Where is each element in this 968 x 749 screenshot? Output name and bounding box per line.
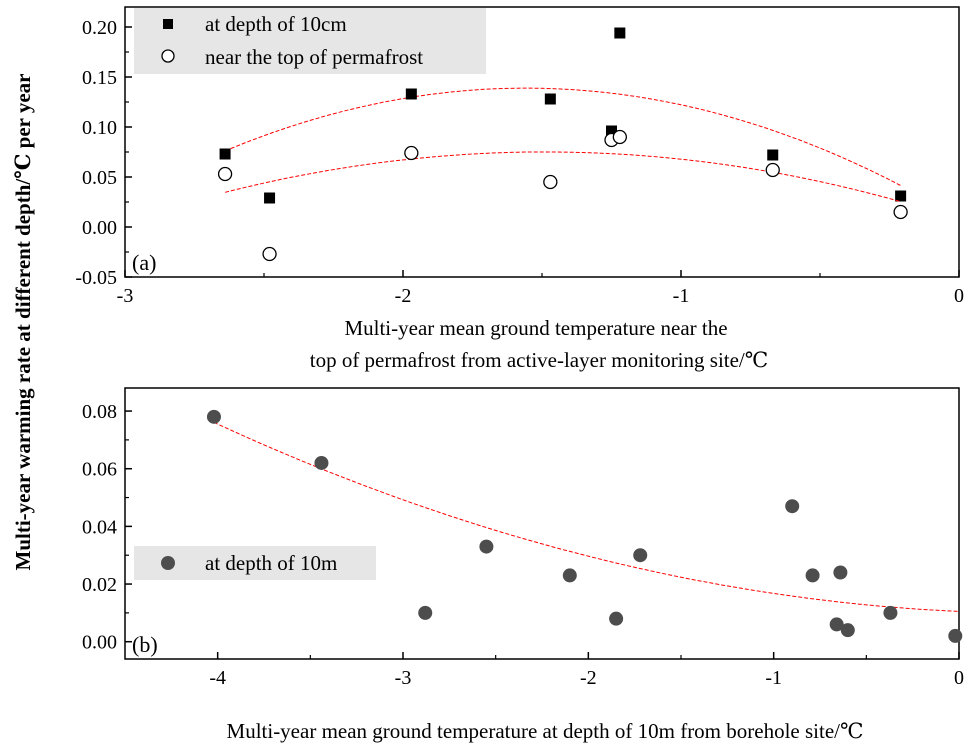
panel-a-legend-box	[134, 8, 486, 74]
panel-b-frame	[124, 387, 960, 660]
panel-a-x-tick-label: 0	[954, 285, 964, 307]
data-point-filled-circle	[206, 409, 221, 424]
data-point-open-circle	[765, 162, 780, 178]
data-point-square	[767, 149, 779, 161]
panel-a-fit-curve-2	[224, 151, 901, 203]
panel-b-legend: at depth of 10m	[134, 546, 376, 580]
panel-a-legend: at depth of 10cm near the top of permafr…	[134, 8, 486, 74]
panel-a-x-tick-label: -3	[117, 285, 134, 307]
panel-b-fit-curve-1	[213, 421, 960, 612]
panel-a-fit-curve-1	[224, 87, 901, 186]
panel-a: at depth of 10cm near the top of permafr…	[75, 6, 964, 372]
data-point-filled-circle	[562, 568, 577, 583]
panel-a-legend-label-2: near the top of permafrost	[205, 45, 423, 69]
legend-marker-open-circle	[161, 49, 175, 63]
data-point-open-circle	[217, 166, 233, 182]
panel-a-y-tick-label: 0.20	[82, 17, 117, 39]
panel-a-x-tick-label: -1	[673, 285, 690, 307]
data-point-open-circle	[612, 129, 627, 145]
panel-b-x-tick-label: -3	[395, 667, 412, 689]
panel-a-y-tick-label: 0.05	[82, 167, 117, 189]
data-point-filled-circle	[418, 605, 433, 620]
data-point-open-circle	[262, 246, 277, 262]
panel-a-x-axis-label-line2: top of permafrost from active-layer moni…	[310, 348, 769, 372]
data-point-filled-circle	[805, 568, 820, 583]
data-point-filled-circle	[883, 605, 898, 620]
y-axis-label: Multi-year warming rate at different dep…	[11, 74, 35, 571]
data-point-square	[606, 125, 617, 137]
data-point-filled-circle	[314, 455, 329, 470]
panel-a-x-tick-label: -2	[395, 285, 412, 307]
data-point-filled-circle	[479, 539, 494, 554]
data-point-square	[219, 148, 231, 160]
panel-b-x-axis-label: Multi-year mean ground temperature at de…	[227, 719, 864, 743]
panel-a-y-tick-label: 0.15	[82, 67, 117, 89]
panel-a-y-tick-label: -0.05	[75, 267, 117, 289]
data-point-filled-circle	[609, 611, 624, 626]
legend-marker-filled-circle	[161, 556, 175, 570]
data-point-square	[614, 27, 626, 39]
data-point-open-circle	[404, 145, 419, 161]
panel-b-y-tick-label: 0.04	[82, 516, 117, 538]
panel-b-label: (b)	[132, 632, 158, 657]
panel-b-legend-label-1: at depth of 10m	[205, 551, 337, 575]
data-point-filled-circle	[633, 548, 648, 563]
data-point-square	[264, 192, 276, 204]
data-point-filled-circle	[840, 623, 855, 638]
data-point-filled-circle	[833, 565, 848, 580]
panel-a-y-tick-label: 0.10	[82, 117, 117, 139]
panel-b-y-tick-label: 0.06	[82, 459, 117, 481]
data-point-square	[895, 190, 907, 202]
panel-a-label: (a)	[132, 250, 156, 275]
panel-a-legend-label-1: at depth of 10cm	[205, 12, 347, 36]
data-point-filled-circle	[948, 628, 963, 643]
panel-b-x-tick-label: -2	[580, 667, 597, 689]
panel-a-y-tick-label: 0.00	[82, 217, 117, 239]
panel-b-x-tick-label: -4	[209, 667, 226, 689]
data-point-open-circle	[893, 204, 908, 220]
panel-b-x-tick-label: -1	[765, 667, 782, 689]
data-point-filled-circle	[785, 499, 800, 514]
panel-b-y-tick-label: 0.08	[82, 401, 117, 423]
data-point-square	[544, 93, 556, 105]
panel-b-x-tick-label: 0	[954, 667, 964, 689]
panel-a-x-axis-label-line1: Multi-year mean ground temperature near …	[344, 316, 727, 340]
data-point-filled-circle	[829, 617, 844, 632]
panel-b: at depth of 10m (b) Multi-year mean grou…	[82, 387, 964, 743]
panel-b-y-tick-label: 0.00	[82, 632, 117, 654]
legend-marker-filled-square	[163, 19, 173, 29]
panel-b-y-tick-label: 0.02	[82, 574, 117, 596]
data-point-open-circle	[543, 174, 558, 190]
data-point-square	[405, 88, 417, 100]
